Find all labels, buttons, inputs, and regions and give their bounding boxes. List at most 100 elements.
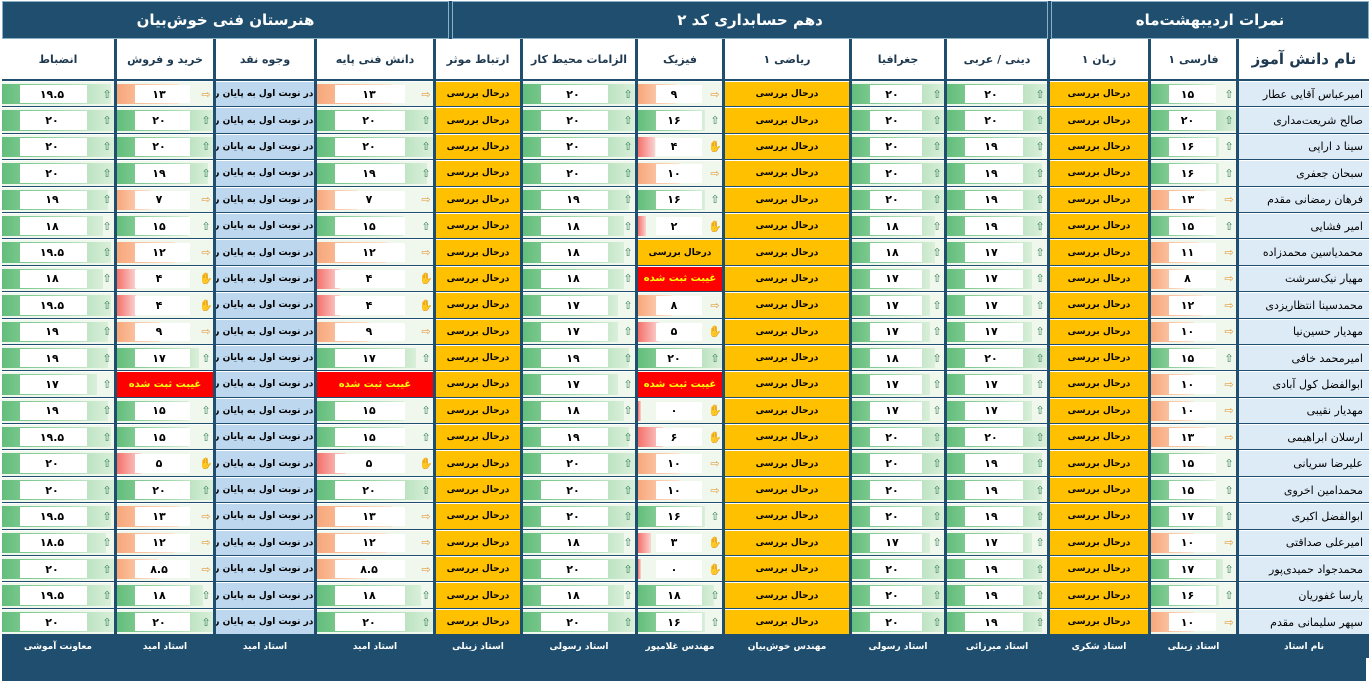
score-cell-basic[interactable]: ⇨ ۱۲ — [317, 239, 433, 265]
score-cell-dini[interactable]: ⇧ ۱۹ — [947, 212, 1047, 239]
score-cell-farsi[interactable]: ⇧ ۱۷ — [1151, 556, 1236, 582]
score-cell-basic[interactable]: ⇨ ۹ — [317, 318, 433, 344]
score-cell-discipline[interactable]: ⇧ ۱۷ — [2, 371, 114, 397]
score-cell-geo[interactable]: ⇧ ۲۰ — [852, 107, 944, 133]
score-cell-dini[interactable]: ⇧ ۱۹ — [947, 503, 1047, 529]
score-cell-dini[interactable]: ⇧ ۲۰ — [947, 424, 1047, 450]
score-cell-trade[interactable]: ⇨ ۷ — [117, 186, 213, 212]
score-cell-physics[interactable]: ✋ ۲ — [638, 212, 722, 239]
score-cell-physics[interactable]: ⇧ ۱۶ — [638, 107, 722, 133]
column-header-trade[interactable]: خرید و فروش — [117, 39, 213, 81]
score-cell-dini[interactable]: ⇧ ۲۰ — [947, 81, 1047, 107]
score-cell-discipline[interactable]: ⇧ ۲۰ — [2, 450, 114, 476]
score-cell-physics[interactable]: ⇧ ۱۶ — [638, 503, 722, 529]
student-name[interactable]: ابوالفضل کول آبادی — [1239, 371, 1369, 397]
student-name[interactable]: سبحان جعفری — [1239, 160, 1369, 186]
student-name[interactable]: مهدیار نقیبی — [1239, 397, 1369, 424]
score-cell-dini[interactable]: ⇧ ۱۷ — [947, 529, 1047, 556]
score-cell-workplace[interactable]: ⇧ ۲۰ — [523, 160, 635, 186]
score-cell-geo[interactable]: ⇧ ۲۰ — [852, 608, 944, 635]
score-cell-discipline[interactable]: ⇧ ۱۹.۵ — [2, 239, 114, 265]
score-cell-physics[interactable]: ⇨ ۱۰ — [638, 476, 722, 503]
score-cell-dini[interactable]: ⇧ ۱۹ — [947, 582, 1047, 608]
score-cell-discipline[interactable]: ⇧ ۲۰ — [2, 133, 114, 160]
score-cell-basic[interactable]: ⇨ ۱۳ — [317, 503, 433, 529]
score-cell-farsi[interactable]: ⇧ ۱۵ — [1151, 81, 1236, 107]
score-cell-physics[interactable]: ✋ ۵ — [638, 318, 722, 344]
score-cell-physics[interactable]: ✋ ۰ — [638, 397, 722, 424]
score-cell-physics[interactable]: ⇨ ۸ — [638, 292, 722, 318]
student-name[interactable]: محمدجواد حمیدی‌پور — [1239, 556, 1369, 582]
score-cell-geo[interactable]: ⇧ ۲۰ — [852, 133, 944, 160]
score-cell-geo[interactable]: ⇧ ۱۷ — [852, 397, 944, 424]
score-cell-farsi[interactable]: ⇨ ۱۰ — [1151, 318, 1236, 344]
score-cell-dini[interactable]: ⇧ ۱۹ — [947, 186, 1047, 212]
score-cell-workplace[interactable]: ⇧ ۲۰ — [523, 133, 635, 160]
score-cell-basic[interactable]: ⇧ ۱۷ — [317, 344, 433, 371]
column-header-comm[interactable]: ارتباط موثر — [436, 39, 520, 81]
score-cell-dini[interactable]: ⇧ ۲۰ — [947, 107, 1047, 133]
score-cell-physics[interactable]: ⇨ ۹ — [638, 81, 722, 107]
score-cell-trade[interactable]: ⇨ ۱۲ — [117, 529, 213, 556]
score-cell-discipline[interactable]: ⇧ ۱۹.۵ — [2, 81, 114, 107]
score-cell-basic[interactable]: ⇧ ۱۵ — [317, 212, 433, 239]
score-cell-workplace[interactable]: ⇧ ۲۰ — [523, 107, 635, 133]
score-cell-discipline[interactable]: ⇧ ۲۰ — [2, 107, 114, 133]
score-cell-basic[interactable]: ⇨ ۱۳ — [317, 81, 433, 107]
column-header-discipline[interactable]: انضباط — [2, 39, 114, 81]
student-name[interactable]: فرهان رمضانی مقدم — [1239, 186, 1369, 212]
score-cell-geo[interactable]: ⇧ ۲۰ — [852, 556, 944, 582]
score-cell-farsi[interactable]: ⇧ ۱۶ — [1151, 582, 1236, 608]
score-cell-discipline[interactable]: ⇧ ۱۹ — [2, 318, 114, 344]
score-cell-discipline[interactable]: ⇧ ۱۹ — [2, 344, 114, 371]
score-cell-dini[interactable]: ⇧ ۱۹ — [947, 133, 1047, 160]
score-cell-geo[interactable]: ⇧ ۱۷ — [852, 371, 944, 397]
score-cell-basic[interactable]: ⇧ ۲۰ — [317, 107, 433, 133]
score-cell-basic[interactable]: ⇧ ۱۵ — [317, 424, 433, 450]
score-cell-farsi[interactable]: ⇧ ۱۷ — [1151, 503, 1236, 529]
score-cell-discipline[interactable]: ⇧ ۱۹.۵ — [2, 424, 114, 450]
score-cell-basic[interactable]: ⇨ ۱۲ — [317, 529, 433, 556]
score-cell-geo[interactable]: ⇧ ۱۸ — [852, 239, 944, 265]
score-cell-discipline[interactable]: ⇧ ۱۹.۵ — [2, 503, 114, 529]
score-cell-discipline[interactable]: ⇧ ۱۹.۵ — [2, 292, 114, 318]
score-cell-geo[interactable]: ⇧ ۲۰ — [852, 582, 944, 608]
score-cell-dini[interactable]: ⇧ ۱۹ — [947, 450, 1047, 476]
score-cell-farsi[interactable]: ⇧ ۱۶ — [1151, 133, 1236, 160]
score-cell-dini[interactable]: ⇧ ۲۰ — [947, 344, 1047, 371]
student-name[interactable]: امیرعلی صداقتی — [1239, 529, 1369, 556]
score-cell-farsi[interactable]: ⇨ ۱۰ — [1151, 529, 1236, 556]
score-cell-trade[interactable]: ⇨ ۱۳ — [117, 503, 213, 529]
score-cell-basic[interactable]: ⇧ ۲۰ — [317, 476, 433, 503]
score-cell-basic[interactable]: ✋ ۵ — [317, 450, 433, 476]
score-cell-geo[interactable]: ⇧ ۲۰ — [852, 186, 944, 212]
score-cell-farsi[interactable]: ⇨ ۱۲ — [1151, 292, 1236, 318]
score-cell-geo[interactable]: ⇧ ۲۰ — [852, 81, 944, 107]
score-cell-workplace[interactable]: ⇧ ۲۰ — [523, 476, 635, 503]
score-cell-trade[interactable]: ⇧ ۱۸ — [117, 582, 213, 608]
score-cell-basic[interactable]: ⇨ ۸.۵ — [317, 556, 433, 582]
student-name[interactable]: امیرعباس آقایی عطار — [1239, 81, 1369, 107]
column-header-english[interactable]: زبان ۱ — [1050, 39, 1148, 81]
student-name[interactable]: علیرضا سریانی — [1239, 450, 1369, 476]
column-header-math[interactable]: ریاضی ۱ — [725, 39, 849, 81]
student-name[interactable]: محمدامین اخروی — [1239, 476, 1369, 503]
score-cell-farsi[interactable]: ⇧ ۱۵ — [1151, 344, 1236, 371]
score-cell-trade[interactable]: ⇧ ۲۰ — [117, 133, 213, 160]
score-cell-trade[interactable]: ⇧ ۲۰ — [117, 476, 213, 503]
student-name[interactable]: سپهر سلیمانی مقدم — [1239, 608, 1369, 635]
score-cell-farsi[interactable]: ⇧ ۲۰ — [1151, 107, 1236, 133]
score-cell-physics[interactable]: ✋ ۰ — [638, 556, 722, 582]
score-cell-geo[interactable]: ⇧ ۱۸ — [852, 212, 944, 239]
score-cell-dini[interactable]: ⇧ ۱۹ — [947, 556, 1047, 582]
student-name[interactable]: امیر فشایی — [1239, 212, 1369, 239]
score-cell-trade[interactable]: ⇧ ۱۹ — [117, 160, 213, 186]
score-cell-trade[interactable]: ⇨ ۹ — [117, 318, 213, 344]
score-cell-physics[interactable]: ⇨ ۱۰ — [638, 450, 722, 476]
score-cell-discipline[interactable]: ⇧ ۲۰ — [2, 160, 114, 186]
score-cell-dini[interactable]: ⇧ ۱۷ — [947, 371, 1047, 397]
score-cell-physics[interactable]: ⇧ ۲۰ — [638, 344, 722, 371]
score-cell-discipline[interactable]: ⇧ ۱۹ — [2, 397, 114, 424]
student-name[interactable]: ابوالفضل اکبری — [1239, 503, 1369, 529]
score-cell-workplace[interactable]: ⇧ ۱۸ — [523, 212, 635, 239]
